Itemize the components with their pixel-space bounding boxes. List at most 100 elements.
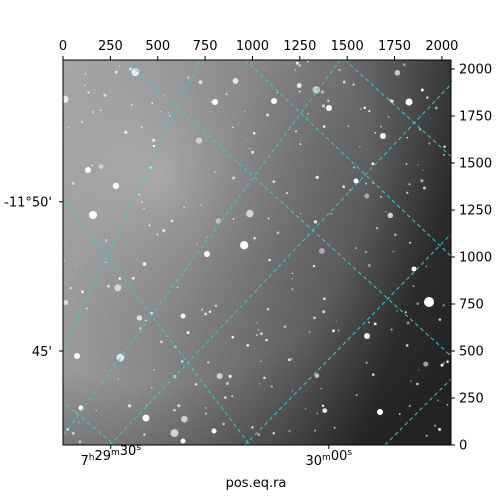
star [114, 284, 122, 292]
star [291, 390, 294, 392]
star [288, 430, 291, 433]
star [385, 211, 387, 213]
right-tick-label: 2000 [459, 63, 492, 78]
star [313, 316, 316, 320]
grid-line [63, 198, 251, 445]
star [128, 404, 132, 408]
star [231, 126, 234, 129]
star [360, 108, 362, 110]
star [131, 276, 135, 280]
star [365, 361, 368, 364]
star [404, 311, 407, 314]
top-pixel-axis: 0 250 500 750 1000 1250 1500 1750 2000 [59, 39, 458, 60]
grid-line [63, 401, 116, 445]
star [367, 321, 370, 324]
star [232, 176, 236, 180]
star [405, 163, 408, 165]
star [204, 312, 208, 316]
star [332, 329, 335, 333]
star [225, 93, 228, 96]
star [304, 408, 307, 410]
star [320, 90, 324, 94]
star [84, 73, 87, 75]
star [418, 369, 420, 371]
dec-tick-label: 45' [32, 345, 52, 360]
star [299, 143, 302, 145]
star [337, 329, 340, 332]
star [243, 110, 246, 113]
star [272, 432, 275, 435]
star [84, 84, 86, 87]
star [136, 315, 143, 321]
star [315, 175, 319, 179]
bright-star [353, 178, 359, 184]
dec-tick-label: -11°50' [4, 196, 52, 211]
star [66, 428, 69, 431]
star [272, 180, 276, 184]
star [144, 319, 147, 322]
star [118, 277, 122, 280]
star [409, 241, 412, 244]
bright-star [89, 211, 97, 219]
star [368, 110, 371, 113]
star [63, 300, 69, 305]
star [394, 69, 401, 76]
star [420, 88, 424, 92]
star [85, 307, 88, 310]
grid-line [124, 60, 451, 356]
bright-star [424, 297, 434, 307]
star [105, 240, 108, 243]
star [416, 302, 419, 305]
star [321, 404, 325, 407]
star [312, 86, 321, 94]
star [173, 409, 176, 412]
star [204, 412, 207, 415]
star [222, 422, 225, 426]
star [103, 93, 107, 97]
star [187, 76, 190, 79]
star [405, 191, 409, 195]
star [365, 182, 367, 185]
star [143, 207, 145, 210]
star [291, 278, 293, 280]
star [295, 61, 299, 65]
star [176, 286, 179, 289]
star [291, 288, 294, 291]
star [266, 307, 270, 311]
sky-image [63, 60, 451, 445]
star [249, 148, 251, 150]
star [260, 360, 262, 362]
star [195, 137, 203, 144]
star [355, 394, 358, 397]
star [204, 406, 207, 409]
bright-star [211, 428, 217, 434]
star [364, 193, 370, 199]
right-tick-label: 500 [459, 345, 484, 360]
star [314, 373, 320, 378]
star [119, 65, 121, 67]
star [71, 431, 75, 435]
star [438, 318, 442, 321]
bright-star [204, 251, 210, 257]
star [291, 357, 293, 360]
star [246, 209, 254, 218]
star [151, 386, 153, 389]
star [223, 396, 227, 399]
star [425, 265, 428, 268]
bright-star [180, 313, 186, 319]
star [426, 96, 429, 99]
star [443, 154, 445, 156]
star [342, 80, 346, 84]
star [99, 109, 102, 112]
coordinate-grid [63, 60, 451, 445]
star [256, 322, 258, 324]
star [306, 60, 309, 63]
star [232, 217, 235, 220]
right-tick-label: 1750 [459, 110, 492, 125]
star [423, 361, 429, 367]
top-tick-label: 0 [59, 39, 67, 54]
star [392, 250, 395, 253]
star [406, 321, 410, 325]
star [142, 262, 147, 267]
star [371, 373, 375, 376]
